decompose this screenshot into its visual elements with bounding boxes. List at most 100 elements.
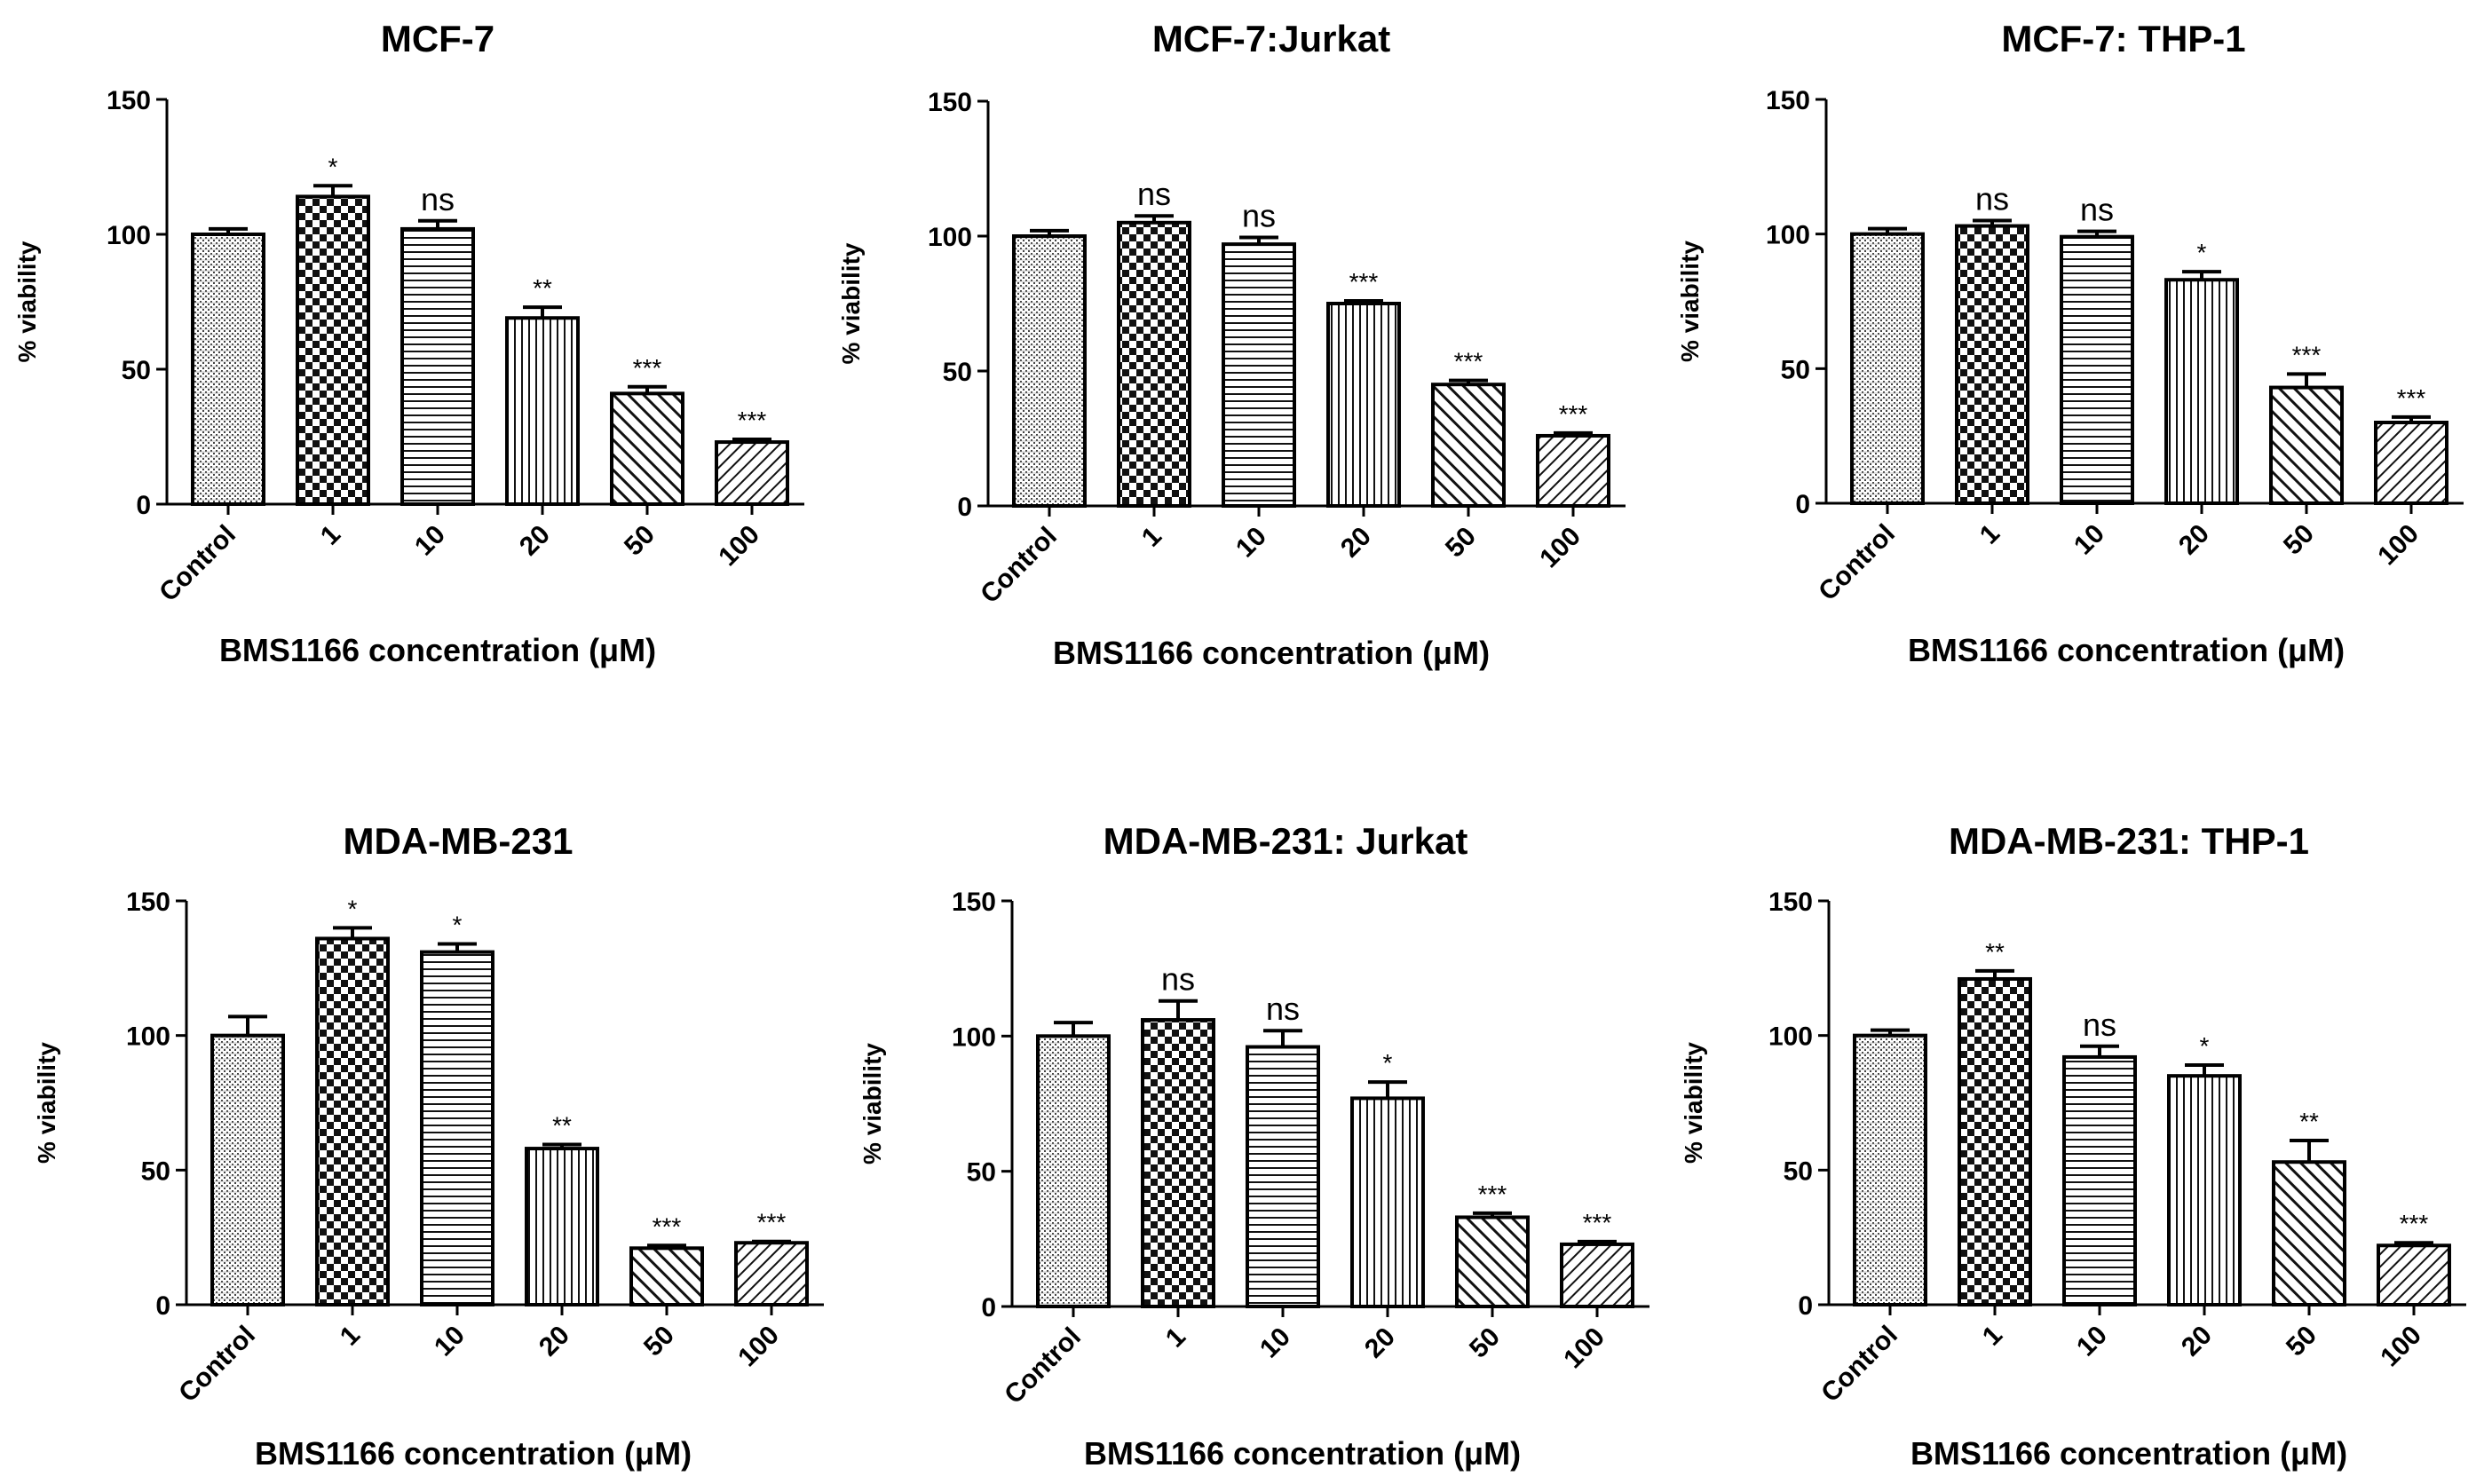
bar-4 — [1431, 383, 1506, 509]
bar-3 — [2164, 278, 2239, 505]
x-tick-label: 1 — [1974, 519, 2005, 550]
bar-5 — [2377, 1243, 2451, 1307]
x-axis-label: BMS1166 concentration (μM) — [1084, 1435, 1521, 1472]
x-tick-label: 10 — [1254, 1322, 1296, 1364]
x-tick-label: 10 — [2069, 519, 2110, 561]
bar-2 — [2060, 234, 2134, 505]
bar-1 — [296, 194, 370, 506]
x-tick-label: Control — [975, 522, 1063, 610]
significance-label: *** — [2292, 341, 2322, 368]
y-tick-label: 150 — [1768, 888, 1813, 917]
y-tick-label: 50 — [1784, 1156, 1813, 1186]
x-tick-label: 1 — [1136, 522, 1167, 553]
x-tick-label: 10 — [409, 520, 451, 562]
x-axis-label: BMS1166 concentration (μM) — [219, 632, 656, 668]
bar-2 — [420, 950, 494, 1306]
y-tick-label: 100 — [126, 1022, 170, 1052]
y-tick-label: 50 — [141, 1156, 170, 1186]
y-tick-label: 100 — [1766, 221, 1810, 250]
y-axis-label: % viability — [1676, 241, 1704, 362]
significance-label: * — [2200, 1032, 2210, 1060]
significance-label: ** — [1985, 938, 2005, 966]
y-tick-label: 100 — [1768, 1022, 1813, 1052]
significance-label: ns — [2083, 1006, 2116, 1043]
significance-label: *** — [653, 1212, 682, 1240]
bar-0 — [1036, 1034, 1111, 1309]
x-tick-label: 50 — [1440, 522, 1482, 564]
significance-label: * — [348, 895, 358, 922]
significance-label: ns — [2080, 192, 2114, 228]
x-tick-label: 1 — [315, 520, 346, 551]
chart-title: MCF-7 — [381, 18, 494, 59]
bar-1 — [1958, 976, 2032, 1306]
bar-4 — [2269, 385, 2344, 506]
x-tick-label: 100 — [1534, 522, 1586, 574]
significance-label: *** — [2400, 1210, 2429, 1237]
x-tick-label: 10 — [2071, 1321, 2113, 1362]
y-tick-label: 50 — [122, 356, 151, 385]
significance-label: * — [328, 153, 338, 180]
x-axis-label: BMS1166 concentration (μM) — [1910, 1435, 2347, 1472]
y-tick-label: 100 — [928, 223, 972, 252]
bar-1 — [1117, 220, 1191, 509]
significance-label: *** — [757, 1209, 787, 1236]
y-tick-label: 0 — [155, 1291, 170, 1321]
chart-title: MDA-MB-231: Jurkat — [1104, 820, 1468, 862]
y-tick-label: 150 — [928, 88, 972, 117]
y-axis-label: % viability — [13, 241, 41, 362]
significance-label: *** — [2397, 384, 2426, 412]
x-tick-label: Control — [1816, 1321, 1903, 1409]
x-tick-label: 50 — [619, 520, 661, 562]
x-axis-label: BMS1166 concentration (μM) — [1908, 632, 2345, 668]
significance-label: ns — [1266, 991, 1300, 1027]
bar-1 — [315, 936, 390, 1306]
y-tick-label: 50 — [967, 1158, 996, 1188]
x-tick-label: 20 — [534, 1321, 575, 1362]
bar-4 — [2272, 1160, 2346, 1306]
bar-0 — [191, 233, 265, 506]
x-tick-label: 50 — [2281, 1321, 2322, 1362]
x-tick-label: 20 — [2176, 1321, 2218, 1362]
significance-label: *** — [1583, 1209, 1612, 1236]
significance-label: ** — [2299, 1108, 2319, 1135]
x-tick-label: 100 — [2375, 1321, 2427, 1373]
bar-0 — [1850, 232, 1925, 505]
y-tick-label: 150 — [107, 86, 151, 115]
bar-5 — [2374, 421, 2448, 505]
x-tick-label: 50 — [2278, 519, 2320, 561]
bar-2 — [2062, 1054, 2137, 1307]
x-tick-label: Control — [173, 1321, 261, 1409]
bar-4 — [610, 391, 684, 506]
x-tick-label: 50 — [1464, 1322, 1506, 1364]
significance-label: ** — [533, 274, 552, 302]
significance-label: ns — [421, 181, 455, 217]
y-tick-label: 0 — [981, 1293, 996, 1322]
x-tick-label: 1 — [1977, 1321, 2008, 1352]
bar-3 — [1350, 1096, 1425, 1308]
x-tick-label: 1 — [335, 1321, 366, 1352]
x-tick-label: Control — [999, 1322, 1087, 1410]
x-tick-label: 100 — [732, 1321, 785, 1373]
chart-title: MCF-7:Jurkat — [1152, 18, 1390, 59]
y-tick-label: 50 — [1781, 355, 1810, 384]
x-tick-label: 20 — [2173, 519, 2215, 561]
x-tick-label: 100 — [713, 520, 765, 572]
significance-label: * — [453, 912, 463, 939]
y-tick-label: 150 — [126, 888, 170, 917]
chart-title: MCF-7: THP-1 — [2001, 18, 2245, 59]
significance-label: ns — [1242, 198, 1276, 234]
significance-label: *** — [633, 354, 662, 382]
x-tick-label: Control — [1813, 519, 1901, 607]
x-tick-label: 10 — [429, 1321, 471, 1362]
bar-3 — [525, 1147, 599, 1306]
bar-0 — [1012, 234, 1087, 508]
y-tick-label: 150 — [952, 888, 996, 917]
significance-label: ns — [1161, 961, 1195, 998]
significance-label: * — [1383, 1049, 1393, 1077]
significance-label: *** — [1559, 400, 1588, 428]
x-axis-label: BMS1166 concentration (μM) — [255, 1435, 692, 1472]
